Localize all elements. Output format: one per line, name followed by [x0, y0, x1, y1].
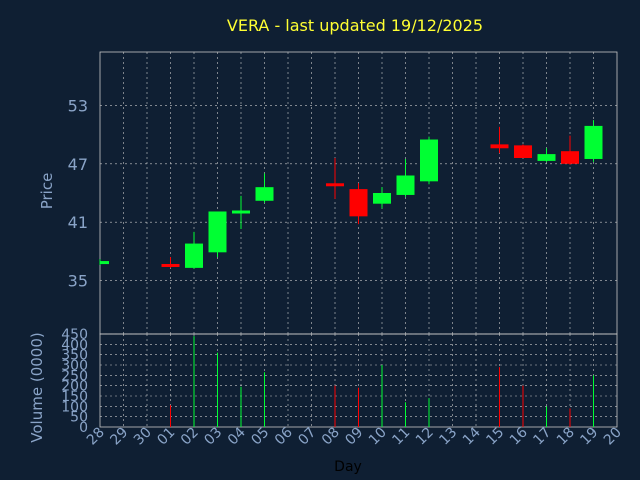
day-tick-label: 10	[366, 425, 390, 449]
volume-tick-label: 350	[61, 348, 88, 364]
day-tick-label: 15	[483, 425, 507, 449]
price-axis-ticks: 35 41 47 53	[68, 96, 88, 290]
day-tick-label: 20	[601, 425, 625, 449]
candle-body	[100, 261, 109, 265]
candle-body	[232, 210, 250, 214]
day-tick-label: 05	[248, 425, 272, 449]
price-axis-label: Price	[38, 173, 56, 210]
candle-body	[373, 193, 391, 204]
day-tick-label: 19	[577, 425, 601, 449]
candle-body	[584, 125, 603, 159]
day-tick-label: 29	[107, 425, 131, 449]
candle-body	[255, 187, 274, 201]
grid-layer	[100, 52, 617, 427]
day-tick-label: 09	[342, 425, 366, 449]
volume-tick-label: 200	[61, 379, 88, 395]
day-tick-label: 18	[554, 425, 578, 449]
day-axis-ticks: 28 29 30 01 02 03 04 05 06 07 08 09 10 11 12 13 14 15 16 17…	[84, 424, 625, 448]
volume-tick-label: 50	[70, 410, 88, 426]
x-axis-label: Day	[334, 459, 362, 475]
price-tick-label: 35	[68, 272, 88, 291]
day-tick-label: 14	[460, 424, 484, 448]
day-tick-label: 12	[413, 425, 437, 449]
candle-body	[514, 145, 532, 158]
volume-tick-label: 400	[61, 337, 88, 353]
day-tick-label: 07	[295, 425, 319, 449]
candle-body	[326, 183, 344, 187]
volume-tick-label: 100	[61, 399, 88, 415]
candle-body	[349, 189, 368, 217]
price-tick-label: 47	[68, 155, 88, 174]
candle-body	[185, 243, 203, 268]
candle-body	[208, 211, 227, 253]
volume-tick-label: 0	[79, 420, 88, 436]
chart-title: VERA - last updated 19/12/2025	[227, 16, 483, 35]
day-tick-label: 03	[201, 425, 225, 449]
day-tick-label: 11	[389, 425, 413, 449]
volume-bars-layer	[170, 336, 594, 427]
candle-body	[490, 144, 509, 149]
volume-tick-label: 450	[61, 327, 88, 343]
day-tick-label: 02	[178, 425, 202, 449]
volume-axis-label: Volume (0000)	[28, 332, 46, 442]
candle-body	[161, 263, 180, 267]
day-tick-label: 16	[507, 424, 531, 448]
day-tick-label: 08	[319, 425, 343, 449]
day-tick-label: 04	[225, 424, 249, 448]
candles-layer	[99, 120, 603, 269]
day-tick-label: 06	[272, 424, 296, 448]
candle-body	[420, 139, 438, 182]
candle-body	[561, 151, 579, 164]
volume-tick-label: 300	[61, 358, 88, 374]
price-tick-label: 53	[68, 96, 88, 115]
day-tick-label: 17	[530, 425, 554, 449]
volume-tick-label: 150	[61, 389, 88, 405]
day-tick-label: 30	[131, 425, 155, 449]
day-tick-label: 01	[154, 425, 178, 449]
volume-tick-label: 250	[61, 368, 88, 384]
price-tick-label: 41	[68, 213, 88, 232]
day-tick-label: 13	[436, 425, 460, 449]
candle-body	[396, 175, 415, 195]
candle-body	[537, 154, 556, 161]
